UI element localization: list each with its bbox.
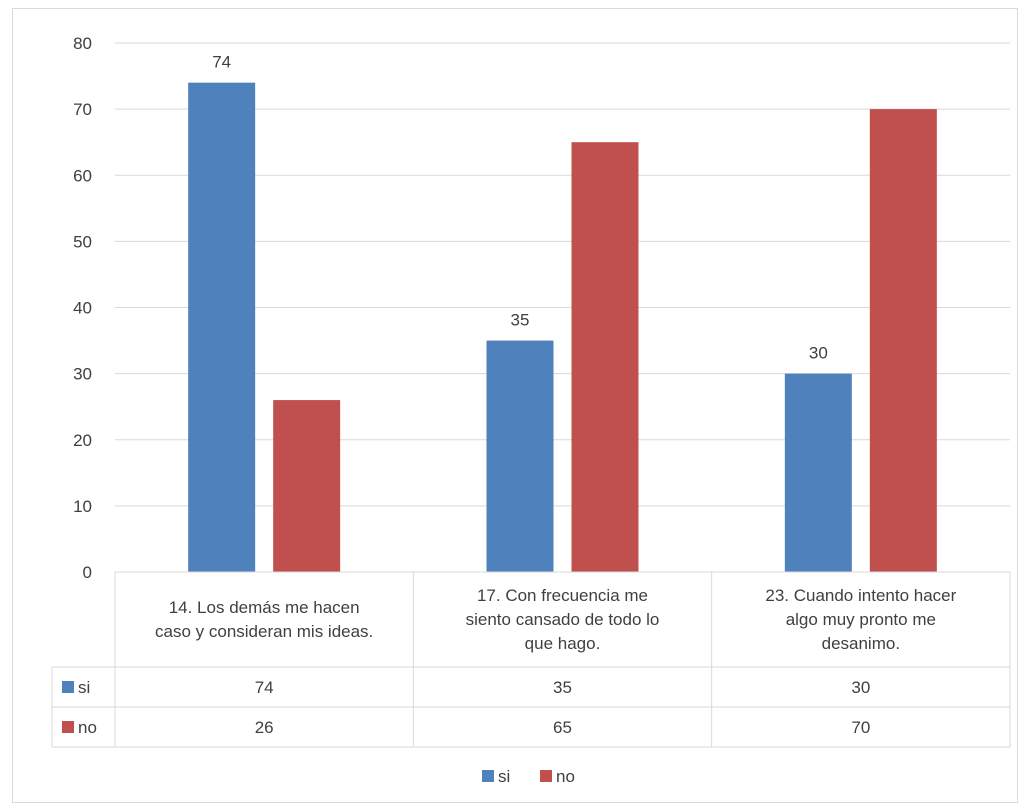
table-legend-key-si — [62, 681, 74, 693]
table-value: 70 — [851, 718, 870, 737]
table-value: 30 — [851, 678, 870, 697]
y-tick-label: 30 — [73, 365, 92, 384]
y-tick-label: 60 — [73, 166, 92, 185]
table-value: 65 — [553, 718, 572, 737]
bar-no — [869, 109, 937, 572]
table-legend-key-no — [62, 721, 74, 733]
category-label: siento cansado de todo lo — [466, 610, 660, 629]
category-label: 17. Con frecuencia me — [477, 586, 648, 605]
y-tick-label: 40 — [73, 299, 92, 318]
category-label: 23. Cuando intento hacer — [765, 586, 956, 605]
data-label: 35 — [511, 311, 530, 330]
category-label: 14. Los demás me hacen — [169, 598, 360, 617]
bar-si — [188, 82, 256, 573]
table-value: 35 — [553, 678, 572, 697]
table-series-name: si — [78, 678, 90, 697]
data-label: 30 — [809, 344, 828, 363]
bar-si — [784, 373, 852, 572]
category-label: desanimo. — [822, 634, 900, 653]
y-tick-label: 0 — [83, 563, 92, 582]
legend-key-si — [482, 770, 494, 782]
category-label: algo muy pronto me — [786, 610, 936, 629]
bar-si — [486, 340, 554, 572]
y-tick-label: 10 — [73, 497, 92, 516]
legend-label: si — [498, 767, 510, 786]
bar-no — [273, 400, 341, 572]
table-value: 74 — [255, 678, 274, 697]
category-label: caso y consideran mis ideas. — [155, 622, 373, 641]
y-tick-label: 70 — [73, 100, 92, 119]
legend-key-no — [540, 770, 552, 782]
y-tick-label: 50 — [73, 232, 92, 251]
table-value: 26 — [255, 718, 274, 737]
y-tick-label: 20 — [73, 431, 92, 450]
table-series-name: no — [78, 718, 97, 737]
legend-label: no — [556, 767, 575, 786]
category-label: que hago. — [525, 634, 601, 653]
data-label: 74 — [212, 53, 231, 72]
bar-no — [571, 142, 639, 572]
y-tick-label: 80 — [73, 34, 92, 53]
